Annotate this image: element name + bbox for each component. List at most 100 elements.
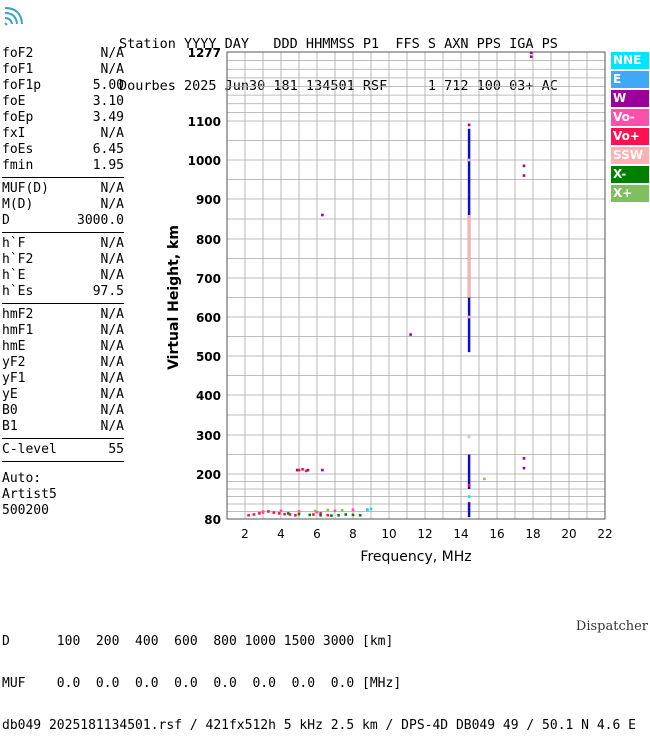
echo-point xyxy=(467,483,471,487)
param-name: h`Es xyxy=(2,284,34,299)
param-value: N/A xyxy=(100,252,124,267)
param-name: hmE xyxy=(2,339,26,354)
y-tick-label: 300 xyxy=(196,429,221,443)
param-name: foF1 xyxy=(2,62,34,77)
param-name: fxI xyxy=(2,126,26,141)
x-tick-label: 12 xyxy=(417,527,432,541)
param-row: hmF1 N/A xyxy=(2,323,124,339)
echo-point xyxy=(304,469,308,473)
param-value: 55 xyxy=(108,442,124,457)
y-axis-label: Virtual Height, km xyxy=(166,225,182,370)
x-tick-label: 4 xyxy=(277,527,285,541)
param-row: h`F2 N/A xyxy=(2,252,124,268)
param-value: N/A xyxy=(100,126,124,141)
echo-point xyxy=(529,51,533,55)
param-row: foE 3.10 xyxy=(2,94,124,110)
echo-point xyxy=(369,507,373,511)
echo-point xyxy=(522,457,526,460)
echo-point xyxy=(522,164,526,168)
param-name: yF2 xyxy=(2,355,26,370)
param-row: h`E N/A xyxy=(2,268,124,284)
echo-point xyxy=(315,510,319,514)
legend-item-w: W xyxy=(611,90,649,107)
param-name: MUF(D) xyxy=(2,181,49,196)
param-name: hmF2 xyxy=(2,307,34,322)
param-name: foF1p xyxy=(2,78,42,93)
echo-point xyxy=(326,508,330,512)
echo-point xyxy=(330,514,333,517)
param-value: 3.49 xyxy=(92,110,124,125)
legend-item-vo: Vo- xyxy=(611,109,649,126)
echo-point xyxy=(261,510,265,513)
echo-point xyxy=(358,513,362,517)
separator xyxy=(2,438,124,439)
echo-point xyxy=(351,513,355,517)
param-value: N/A xyxy=(100,355,124,370)
echo-point xyxy=(483,477,486,481)
param-group-1: foF2 N/A foF1 N/A foF1p 5.00 foE 3.10 foEp 3.49 fx… xyxy=(2,46,124,174)
param-row: yF1 N/A xyxy=(2,371,124,387)
echo-point xyxy=(294,513,297,517)
param-row: fxI N/A xyxy=(2,126,124,142)
param-row: foF2 N/A xyxy=(2,46,124,62)
echo-point xyxy=(337,513,340,517)
param-name: yF1 xyxy=(2,371,26,386)
y-tick-label: 700 xyxy=(196,272,221,286)
echo-point xyxy=(297,468,301,472)
param-value: 3.10 xyxy=(92,94,124,109)
param-name: C-level xyxy=(2,442,57,457)
param-row: fmin 1.95 xyxy=(2,158,124,174)
param-value: N/A xyxy=(100,387,124,402)
header-line-1: Station YYYY DAY DDD HHMMSS P1 FFS S AXN… xyxy=(119,36,558,52)
echo-point xyxy=(295,468,299,472)
echo-point xyxy=(279,509,283,513)
param-name: foEs xyxy=(2,142,34,157)
param-name: foEp xyxy=(2,110,34,125)
echo-point xyxy=(344,513,348,516)
echo-point xyxy=(267,510,270,513)
param-name: B1 xyxy=(2,419,18,434)
param-name: yE xyxy=(2,387,18,402)
param-row: foEs 6.45 xyxy=(2,142,124,158)
param-row: hmE N/A xyxy=(2,339,124,355)
param-name: h`F xyxy=(2,236,26,251)
separator xyxy=(2,177,124,178)
echo-point xyxy=(252,513,256,516)
param-value: 6.45 xyxy=(92,142,124,157)
y-tick-label: 1000 xyxy=(188,154,221,168)
footer-info: D 100 200 400 600 800 1000 1500 3000 [km… xyxy=(2,607,636,747)
scaled-parameters-panel: foF2 N/A foF1 N/A foF1p 5.00 foE 3.10 foEp 3.49 fx… xyxy=(2,46,124,465)
echo-point xyxy=(321,213,324,217)
echo-point xyxy=(283,512,286,516)
legend-item-vo: Vo+ xyxy=(611,128,649,145)
echo-point xyxy=(306,468,310,472)
param-value: N/A xyxy=(100,419,124,434)
auto-label: Auto: xyxy=(2,471,42,486)
x-tick-label: 14 xyxy=(453,527,468,541)
echo-point xyxy=(340,509,344,512)
echo-point xyxy=(326,513,330,517)
param-value: N/A xyxy=(100,197,124,212)
param-value: N/A xyxy=(100,403,124,418)
echo-point xyxy=(366,509,369,512)
auto-code: 500200 xyxy=(2,503,49,518)
param-row: C-level 55 xyxy=(2,442,124,458)
echo-point xyxy=(247,513,250,517)
station-header: Station YYYY DAY DDD HHMMSS P1 FFS S AXN… xyxy=(119,9,558,107)
echo-point xyxy=(308,513,312,517)
param-group-3: h`F N/A h`F2 N/A h`E N/A h`Es 97.5 xyxy=(2,236,124,300)
param-name: fmin xyxy=(2,158,34,173)
echo-point xyxy=(467,158,471,162)
legend-item-x: X- xyxy=(611,166,649,183)
ionogram-chart: 2 4 6 8 10 12 14 16 18 20 22 80 200 300 400 500 600 700 80… xyxy=(166,46,613,565)
param-row: hmF2 N/A xyxy=(2,307,124,323)
param-row: B0 N/A xyxy=(2,403,124,419)
y-tick-label: 1100 xyxy=(188,115,221,129)
echo-point xyxy=(321,468,324,472)
param-value: N/A xyxy=(100,307,124,322)
param-name: hmF1 xyxy=(2,323,34,338)
echo-point xyxy=(467,495,471,498)
x-tick-label: 8 xyxy=(349,527,357,541)
echo-point xyxy=(319,512,322,515)
echo-point xyxy=(351,508,355,511)
